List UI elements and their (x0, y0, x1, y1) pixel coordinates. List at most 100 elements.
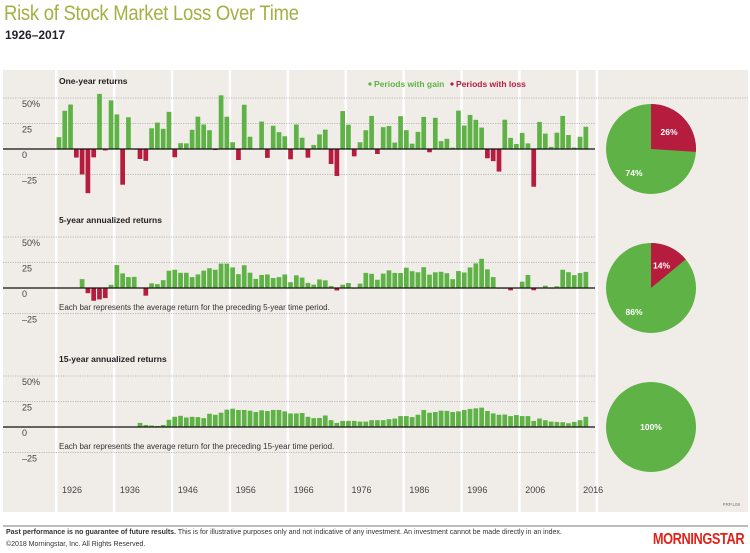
gain-bar-1967 (293, 124, 299, 149)
gain-bar-1954 (218, 263, 224, 288)
gain-bar-2017 (583, 126, 589, 149)
gain-bar-1955 (224, 116, 230, 149)
decade-separator (228, 70, 232, 512)
loss-bar-1990 (427, 149, 432, 153)
gain-bar-1965 (282, 274, 288, 288)
x-tick-label: 1966 (294, 485, 314, 495)
gain-bar-1958 (241, 104, 247, 149)
gain-bar-1994 (450, 279, 456, 288)
gain-bar-1940 (137, 422, 143, 427)
loss-bar-1937 (120, 149, 125, 185)
loss-bar-1966 (288, 149, 293, 160)
legend-loss-label: Periods with loss (456, 79, 526, 89)
gain-bar-1963 (270, 125, 276, 149)
legend-gain-label: Periods with gain (374, 79, 444, 89)
y-tick-label: 0 (22, 289, 27, 299)
gain-bar-1974 (334, 422, 340, 427)
gain-bar-1949 (189, 277, 195, 288)
gain-bar-1989 (421, 409, 427, 427)
y-tick-label: –25 (22, 315, 37, 325)
gain-bar-1948 (183, 417, 189, 427)
gain-bar-1968 (299, 413, 305, 427)
decade-separator (518, 70, 521, 512)
panel-title: 15-year annualized returns (59, 354, 167, 364)
footer-divider (3, 525, 748, 527)
y-tick-label: 0 (22, 428, 27, 438)
y-tick-label: 50% (22, 99, 40, 109)
gain-bar-1977 (351, 420, 357, 427)
gain-bar-1983 (386, 270, 392, 288)
gain-bar-1955 (224, 263, 230, 288)
gain-bar-1953 (212, 269, 218, 288)
gain-bar-1969 (305, 416, 311, 427)
loss-bar-1957 (236, 149, 241, 161)
gain-bar-2000 (485, 269, 490, 288)
gain-bar-1926 (56, 137, 62, 149)
gain-bar-1942 (149, 425, 154, 427)
gain-bar-1942 (149, 128, 154, 149)
gain-bar-1951 (201, 124, 207, 149)
loss-bar-1981 (375, 149, 380, 154)
gain-bar-1948 (183, 272, 189, 288)
gain-bar-1956 (230, 142, 235, 149)
y-tick-label: –25 (22, 454, 37, 464)
gain-bar-2007 (525, 143, 531, 149)
gain-bar-1957 (236, 409, 241, 427)
decade-separator (286, 70, 290, 512)
decade-separator (402, 70, 405, 512)
x-tick-label: 1956 (236, 485, 256, 495)
gain-bar-1998 (473, 263, 479, 288)
gain-bar-1947 (178, 143, 183, 149)
loss-bar-1932 (91, 149, 97, 158)
decade-separator (112, 70, 116, 512)
gain-bar-1993 (444, 410, 450, 427)
legend-loss-dot (450, 82, 454, 86)
loss-bar-1973 (328, 149, 334, 164)
gain-bar-2014 (566, 423, 571, 427)
gain-bar-1953 (212, 414, 218, 427)
chart-code: PRP.L08 (723, 502, 741, 507)
gain-bar-1984 (392, 418, 398, 427)
gain-bar-1973 (328, 420, 334, 427)
gain-bar-1997 (467, 114, 473, 149)
y-tick-label: 50% (22, 238, 40, 248)
gain-bar-1959 (247, 272, 253, 288)
gain-bar-2012 (554, 421, 560, 427)
gain-bar-2016 (577, 273, 583, 288)
gain-bar-1952 (207, 268, 212, 288)
gain-bar-1991 (432, 412, 438, 427)
loss-bar-1946 (172, 149, 178, 158)
gain-bar-2014 (566, 135, 571, 149)
gain-bar-1980 (369, 420, 374, 427)
gain-bar-1941 (143, 424, 149, 427)
gain-bar-1992 (438, 141, 444, 149)
gain-bar-1965 (282, 411, 288, 427)
gain-bar-2015 (571, 421, 577, 427)
gain-bar-1937 (120, 273, 125, 288)
gain-bar-2003 (502, 414, 508, 427)
loss-bar-1933 (97, 288, 102, 300)
pie-gain-label: 100% (640, 422, 662, 432)
gain-bar-2007 (525, 416, 531, 427)
panel-note: Each bar represents the average return f… (59, 303, 330, 312)
page-title: Risk of Stock Market Loss Over Time (4, 2, 299, 25)
gain-bar-1927 (62, 110, 68, 149)
gain-bar-2010 (542, 133, 548, 149)
pie-loss-label: 14% (653, 261, 670, 271)
gain-bar-1990 (427, 412, 432, 427)
gain-bar-2002 (496, 414, 502, 427)
legend-gain-dot (368, 82, 372, 86)
gain-bar-1987 (409, 271, 415, 288)
gain-bar-1943 (155, 284, 160, 288)
gain-bar-1999 (479, 258, 484, 288)
gain-bar-1944 (160, 424, 166, 427)
gain-bar-2011 (548, 421, 554, 427)
decade-separator (460, 70, 463, 512)
gain-bar-1988 (415, 131, 421, 149)
loss-bar-1930 (79, 149, 85, 175)
gain-bar-1957 (236, 274, 241, 288)
gain-bar-1970 (311, 418, 317, 427)
gain-bar-1986 (404, 416, 409, 427)
gain-bar-1964 (276, 409, 282, 427)
gain-bar-1954 (218, 95, 224, 149)
